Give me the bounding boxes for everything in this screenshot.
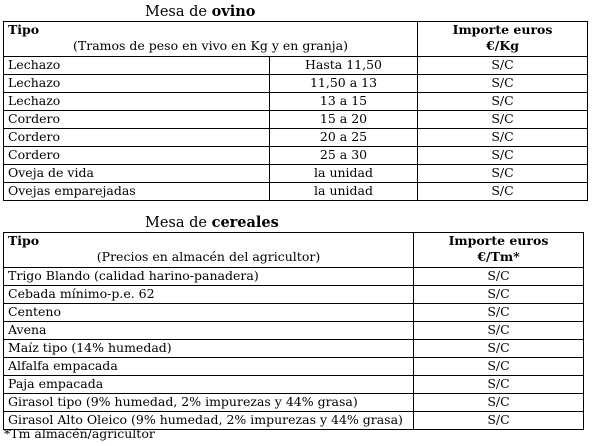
ovino-title-prefix: Mesa de bbox=[145, 4, 212, 20]
cereales-footnote: *Tm almacén/agricultor bbox=[4, 426, 155, 441]
ovino-header-importe-line2: €/Kg bbox=[486, 38, 519, 53]
ovino-cell-tipo: Cordero bbox=[3, 146, 270, 165]
ovino-cell-tramo: 20 a 25 bbox=[268, 128, 419, 147]
cereales-cell-importe: S/C bbox=[413, 357, 584, 376]
table-row: Paja empacada S/C bbox=[3, 375, 584, 394]
table-row: Cordero 15 a 20 S/C bbox=[3, 110, 589, 129]
cereales-cell-importe: S/C bbox=[413, 393, 584, 412]
ovino-cell-importe: S/C bbox=[417, 182, 589, 201]
cereales-header-importe-line2: €/Tm* bbox=[477, 249, 520, 264]
table-row: Girasol tipo (9% humedad, 2% impurezas y… bbox=[3, 393, 584, 412]
table-row: Trigo Blando (calidad harino-panadera) S/… bbox=[3, 267, 584, 286]
ovino-table: Tipo (Tramos de peso en vivo en Kg y en … bbox=[2, 21, 589, 201]
cereales-cell-tipo: Trigo Blando (calidad harino-panadera) bbox=[3, 267, 414, 286]
cereales-header-tipo-sub: (Precios en almacén del agricultor) bbox=[96, 249, 321, 264]
ovino-title-bold: ovino bbox=[211, 3, 256, 20]
table-row: Cordero 25 a 30 S/C bbox=[3, 146, 589, 165]
cereales-header-row: Tipo (Precios en almacén del agricultor)… bbox=[3, 232, 584, 268]
ovino-cell-tramo: la unidad bbox=[268, 182, 419, 201]
ovino-cell-tramo: 13 a 15 bbox=[268, 92, 419, 111]
ovino-cell-tipo: Oveja de vida bbox=[3, 164, 270, 183]
cereales-cell-tipo: Alfalfa empacada bbox=[3, 357, 414, 376]
ovino-cell-tipo: Lechazo bbox=[3, 92, 270, 111]
cereales-cell-tipo: Paja empacada bbox=[3, 375, 414, 394]
ovino-header-tipo-title: Tipo bbox=[8, 22, 40, 38]
ovino-cell-importe: S/C bbox=[417, 146, 589, 165]
ovino-cell-tipo: Cordero bbox=[3, 110, 270, 129]
cereales-header-tipo-title: Tipo bbox=[8, 233, 40, 249]
ovino-cell-importe: S/C bbox=[417, 74, 589, 93]
table-row: Lechazo 11,50 a 13 S/C bbox=[3, 74, 589, 93]
cereales-cell-importe: S/C bbox=[413, 411, 584, 430]
cereales-cell-tipo: Avena bbox=[3, 321, 414, 340]
ovino-cell-importe: S/C bbox=[417, 110, 589, 129]
cereales-cell-tipo: Maíz tipo (14% humedad) bbox=[3, 339, 414, 358]
ovino-cell-tipo: Lechazo bbox=[3, 74, 270, 93]
ovino-cell-tramo: 25 a 30 bbox=[268, 146, 419, 165]
cereales-header-importe-line1: Importe euros bbox=[448, 233, 549, 249]
table-row: Maíz tipo (14% humedad) S/C bbox=[3, 339, 584, 358]
table-row: Alfalfa empacada S/C bbox=[3, 357, 584, 376]
ovino-header-importe: Importe euros €/Kg bbox=[417, 21, 589, 57]
ovino-header-importe-line1: Importe euros bbox=[452, 22, 553, 38]
table-row: Centeno S/C bbox=[3, 303, 584, 322]
ovino-cell-tramo: la unidad bbox=[268, 164, 419, 183]
cereales-cell-importe: S/C bbox=[413, 375, 584, 394]
ovino-cell-importe: S/C bbox=[417, 56, 589, 75]
ovino-header-tipo-sub: (Tramos de peso en vivo en Kg y en granj… bbox=[73, 38, 349, 53]
cereales-cell-importe: S/C bbox=[413, 339, 584, 358]
table-row: Oveja de vida la unidad S/C bbox=[3, 164, 589, 183]
ovino-cell-tramo: Hasta 11,50 bbox=[268, 56, 419, 75]
table-row: Cordero 20 a 25 S/C bbox=[3, 128, 589, 147]
cereales-cell-tipo: Cebada mínimo-p.e. 62 bbox=[3, 285, 414, 304]
cereales-title-bold: cereales bbox=[211, 214, 279, 231]
ovino-header-row: Tipo (Tramos de peso en vivo en Kg y en … bbox=[2, 21, 589, 57]
ovino-cell-importe: S/C bbox=[417, 164, 589, 183]
table-row: Avena S/C bbox=[3, 321, 584, 340]
cereales-title-prefix: Mesa de bbox=[145, 215, 212, 231]
table-row: Lechazo Hasta 11,50 S/C bbox=[3, 56, 589, 75]
ovino-cell-importe: S/C bbox=[417, 128, 589, 147]
ovino-cell-tipo: Lechazo bbox=[3, 56, 270, 75]
cereales-table: Tipo (Precios en almacén del agricultor)… bbox=[3, 232, 584, 430]
cereales-cell-importe: S/C bbox=[413, 267, 584, 286]
ovino-cell-tramo: 15 a 20 bbox=[268, 110, 419, 129]
cereales-header-importe: Importe euros €/Tm* bbox=[413, 232, 584, 268]
table-row: Cebada mínimo-p.e. 62 S/C bbox=[3, 285, 584, 304]
table-row: Ovejas emparejadas la unidad S/C bbox=[3, 182, 589, 201]
ovino-cell-importe: S/C bbox=[417, 92, 589, 111]
table-row: Lechazo 13 a 15 S/C bbox=[3, 92, 589, 111]
table-row: Girasol Alto Oleico (9% humedad, 2% impu… bbox=[3, 411, 584, 430]
cereales-cell-importe: S/C bbox=[413, 285, 584, 304]
cereales-header-tipo: Tipo (Precios en almacén del agricultor) bbox=[3, 232, 414, 268]
cereales-cell-importe: S/C bbox=[413, 321, 584, 340]
cereales-cell-tipo: Centeno bbox=[3, 303, 414, 322]
ovino-cell-tipo: Ovejas emparejadas bbox=[3, 182, 270, 201]
ovino-cell-tramo: 11,50 a 13 bbox=[268, 74, 419, 93]
ovino-header-tipo: Tipo (Tramos de peso en vivo en Kg y en … bbox=[2, 21, 419, 57]
cereales-cell-importe: S/C bbox=[413, 303, 584, 322]
cereales-title: Mesa de cereales bbox=[145, 214, 279, 232]
ovino-title: Mesa de ovino bbox=[145, 3, 255, 21]
cereales-cell-tipo: Girasol tipo (9% humedad, 2% impurezas y… bbox=[3, 393, 414, 412]
cereales-cell-tipo: Girasol Alto Oleico (9% humedad, 2% impu… bbox=[3, 411, 414, 430]
ovino-cell-tipo: Cordero bbox=[3, 128, 270, 147]
